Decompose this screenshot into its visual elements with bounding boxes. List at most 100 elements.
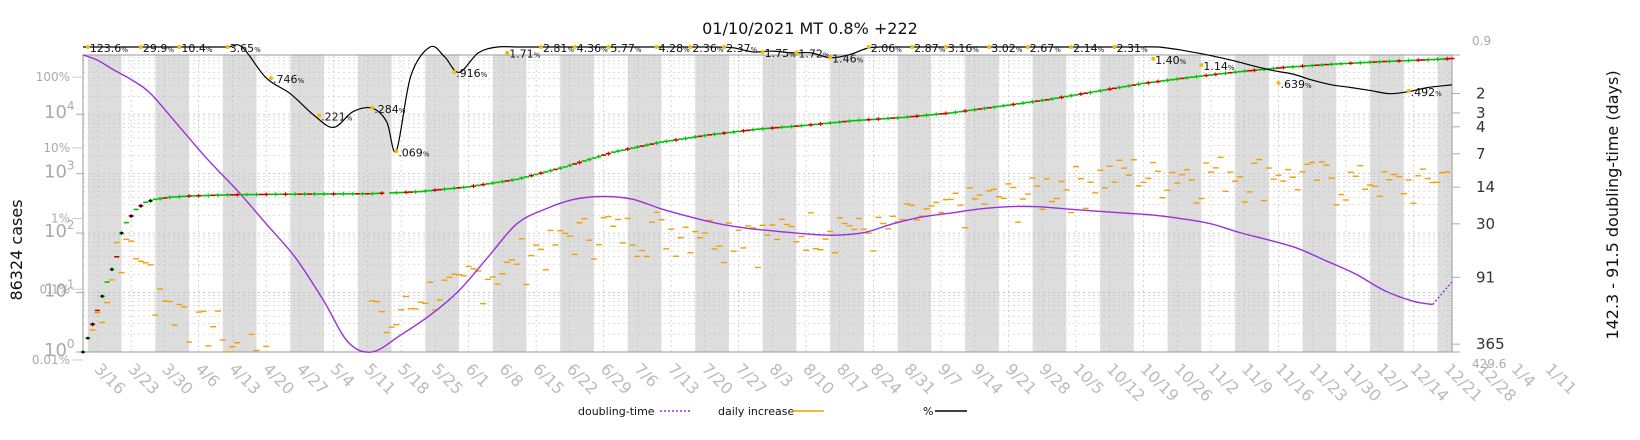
annotation-dot <box>1151 56 1156 61</box>
annotation-label: .492% <box>1411 86 1443 99</box>
series-daily-increase <box>89 156 1451 353</box>
x-tick-label: 7/27 <box>732 359 771 398</box>
annotation-unit: % <box>601 46 608 54</box>
x-tick-label: 8/31 <box>900 359 939 398</box>
x-tick-label: 4/6 <box>192 359 224 391</box>
cases-dot <box>129 214 133 218</box>
week-stripe <box>1235 55 1269 352</box>
y-left-tick-exponent: 3 <box>67 159 75 173</box>
annotation-label: 2.87% <box>914 42 946 55</box>
x-tick-label: 8/17 <box>833 359 872 398</box>
x-tick-label: 8/24 <box>867 359 906 398</box>
annotation-unit: % <box>346 115 353 123</box>
cases-dot <box>110 268 114 271</box>
y-axis-left-label: 86324 cases <box>7 199 26 300</box>
annotation-unit: % <box>717 46 724 54</box>
annotation-dot <box>722 45 727 49</box>
y-right-tick-label: 429.6 <box>1472 357 1506 371</box>
annotation-label: 3.02% <box>991 42 1023 55</box>
x-tick-label: 4/13 <box>226 359 265 398</box>
y-left-pct-label: 10% <box>43 141 70 155</box>
annotation-unit: % <box>972 46 979 54</box>
y-axis-right-label: 142.3 - 91.5 doubling-time (days) <box>1603 70 1622 339</box>
annotation-unit: % <box>1228 64 1235 72</box>
doubling-line <box>82 54 1433 353</box>
annotation-unit: % <box>1180 58 1187 66</box>
annotation-dot <box>572 45 577 49</box>
week-stripe <box>290 55 325 352</box>
x-tick-label: 6/1 <box>462 359 494 391</box>
y-right-tick-label: 0.9 <box>1472 34 1491 48</box>
annotation-label: 10.4% <box>181 42 213 55</box>
y-left-pct-label: 100% <box>36 70 70 84</box>
week-stripe <box>492 55 527 352</box>
x-tick-label: 5/18 <box>394 359 433 398</box>
annotation-unit: % <box>1305 82 1312 90</box>
x-tick-label: 3/30 <box>158 359 197 398</box>
annotation-label: 2.81% <box>543 42 575 55</box>
x-tick-label: 10/5 <box>1069 359 1108 398</box>
annotation-dot <box>538 45 543 49</box>
annotation-dot <box>1276 80 1281 85</box>
week-stripe <box>695 55 729 352</box>
annotation-dot <box>85 45 90 49</box>
x-tick-label: 6/8 <box>496 359 528 391</box>
annotation-unit: % <box>857 57 864 65</box>
annotation-dot <box>828 55 833 60</box>
annotation-dot <box>394 149 399 154</box>
annotation-label: 3.65% <box>230 42 262 55</box>
annotation-unit: % <box>1054 46 1061 54</box>
cases-dot <box>139 204 143 208</box>
annotation-label: 4.36% <box>577 42 609 55</box>
annotation-unit: % <box>423 150 430 158</box>
annotation-label: .284% <box>374 103 406 116</box>
annotation-dot <box>987 45 992 49</box>
annotation-label: .746% <box>273 73 305 86</box>
grid-lines <box>83 55 1452 353</box>
x-tick-label: 4/20 <box>259 359 298 398</box>
doubling-line-projection <box>1432 281 1453 305</box>
y-left-pct-label: 0.1% <box>40 282 71 296</box>
y-right-tick-label: 2 <box>1476 84 1486 102</box>
annotation-label: .639% <box>1280 78 1312 91</box>
annotation-unit: % <box>399 107 406 115</box>
annotation-dot <box>268 76 273 81</box>
annotation-dot <box>943 45 948 49</box>
annotation-label: 1.72% <box>798 47 830 60</box>
annotation-unit: % <box>297 77 304 85</box>
annotation-dot <box>317 113 322 118</box>
y-left-tick-exponent: 1 <box>67 278 75 292</box>
annotation-label: 1.75% <box>765 47 797 60</box>
week-stripe <box>762 55 797 352</box>
annotation-unit: % <box>939 46 946 54</box>
x-tick-label: 9/21 <box>1002 359 1041 398</box>
annotation-label: 1.14% <box>1203 60 1235 73</box>
week-stripe <box>222 55 257 352</box>
x-tick-label: 7/20 <box>698 359 737 398</box>
y-left-tick-label: 104 <box>44 99 75 123</box>
week-stripe <box>1302 55 1337 352</box>
annotation-label: 2.36% <box>692 42 724 55</box>
x-tick-label: 5/4 <box>327 359 359 391</box>
y-right-tick-label: 365 <box>1476 335 1505 353</box>
week-stripe <box>357 55 392 352</box>
annotation-unit: % <box>635 46 642 54</box>
x-tick-label: 7/6 <box>631 359 663 391</box>
annotation-dot <box>866 45 871 49</box>
annotation-dot <box>1112 45 1117 49</box>
series-cases <box>80 56 1455 354</box>
x-tick-label: 6/29 <box>597 359 636 398</box>
annotation-unit: % <box>567 46 574 54</box>
annotation-dot <box>910 45 915 49</box>
annotation-unit: % <box>683 46 690 54</box>
annotation-unit: % <box>534 52 541 60</box>
annotation-dot <box>225 45 230 49</box>
y-right-tick-label: 7 <box>1476 145 1486 163</box>
y-left-tick-exponent: 4 <box>67 99 75 113</box>
annotation-dot <box>688 45 693 49</box>
annotation-dot <box>1199 63 1204 68</box>
annotation-label: 2.14% <box>1073 42 1105 55</box>
annotation-label: 3.16% <box>948 42 980 55</box>
cases-dot <box>86 336 90 340</box>
